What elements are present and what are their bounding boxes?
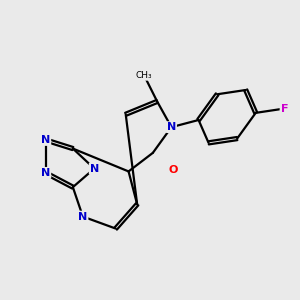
Text: CH₃: CH₃ bbox=[136, 71, 153, 80]
Text: N: N bbox=[41, 168, 50, 178]
Text: N: N bbox=[167, 122, 176, 132]
Text: N: N bbox=[41, 135, 50, 145]
Text: F: F bbox=[280, 103, 288, 114]
Text: N: N bbox=[78, 212, 88, 222]
Text: N: N bbox=[90, 164, 99, 174]
Text: O: O bbox=[168, 165, 178, 175]
